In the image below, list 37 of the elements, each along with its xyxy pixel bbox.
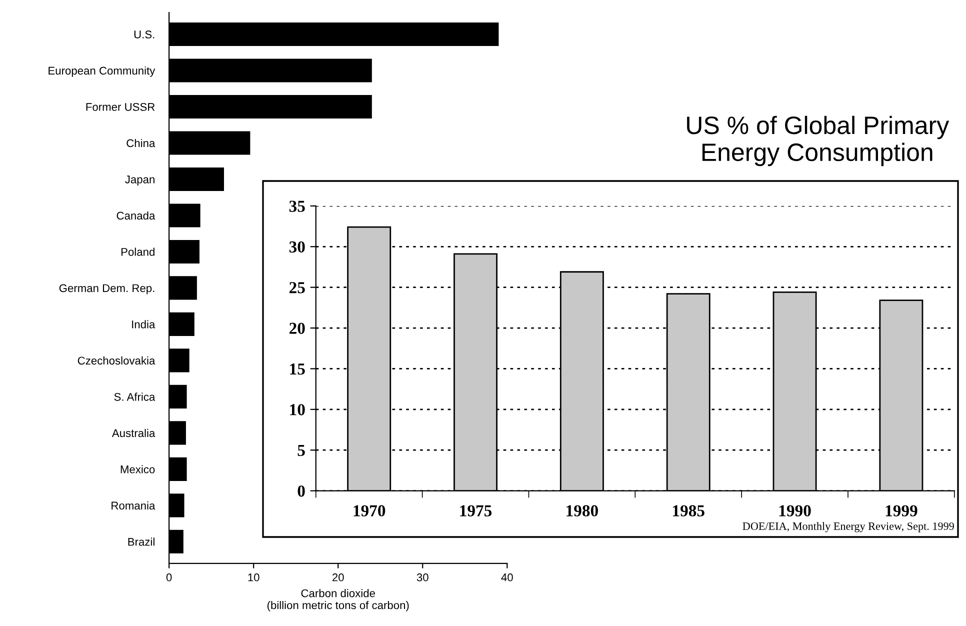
y-tick-label: Romania xyxy=(112,501,156,510)
y-tick-label: 30 xyxy=(289,241,305,253)
chart-title: US % of Global Primary Energy Consumption xyxy=(687,116,950,166)
x-tick-label: 1975 xyxy=(460,505,492,516)
x-tick-label: 0 xyxy=(166,573,172,582)
y-tick-label: U.S. xyxy=(134,30,154,38)
x-tick-label: 40 xyxy=(501,573,513,582)
y-tick-label: Canada xyxy=(116,211,156,220)
y-tick-label: India xyxy=(132,320,156,328)
y-tick-label: 25 xyxy=(290,282,305,294)
y-tick-label: 35 xyxy=(289,200,305,212)
x-tick-label: 1990 xyxy=(779,505,811,516)
y-tick-label: 20 xyxy=(290,322,305,334)
x-axis-title: Carbon dioxide (billion metric tons of carbon) xyxy=(267,589,409,612)
y-tick-label: Australia xyxy=(112,428,156,438)
x-tick-label: 20 xyxy=(332,573,344,582)
y-tick-label: German Dem. Rep. xyxy=(59,284,154,294)
y-tick-label: China xyxy=(126,138,156,148)
y-tick-label: 0 xyxy=(298,485,305,497)
y-tick-label: Czechoslovakia xyxy=(78,356,156,365)
y-tick-label: Brazil xyxy=(128,538,154,546)
y-tick-label: Poland xyxy=(121,248,154,256)
y-tick-label: 10 xyxy=(290,404,305,416)
y-tick-label: Japan xyxy=(125,176,154,186)
y-tick-label: 5 xyxy=(298,444,305,456)
x-tick-label: 10 xyxy=(248,573,260,582)
x-tick-label: 30 xyxy=(416,573,428,582)
y-tick-label: Former USSR xyxy=(86,103,155,111)
text: DOE/EIA, Monthly Energy Review, Sept. 1999 xyxy=(742,522,954,532)
y-tick-label: 15 xyxy=(290,363,305,375)
x-tick-label: 1999 xyxy=(886,505,918,516)
x-tick-label: 1980 xyxy=(566,505,598,516)
y-tick-label: S. Africa xyxy=(114,392,156,401)
x-tick-label: 1985 xyxy=(673,505,704,516)
y-tick-label: European Community xyxy=(48,66,156,77)
x-tick-label: 1970 xyxy=(354,505,386,516)
y-tick-label: Mexico xyxy=(120,465,155,474)
